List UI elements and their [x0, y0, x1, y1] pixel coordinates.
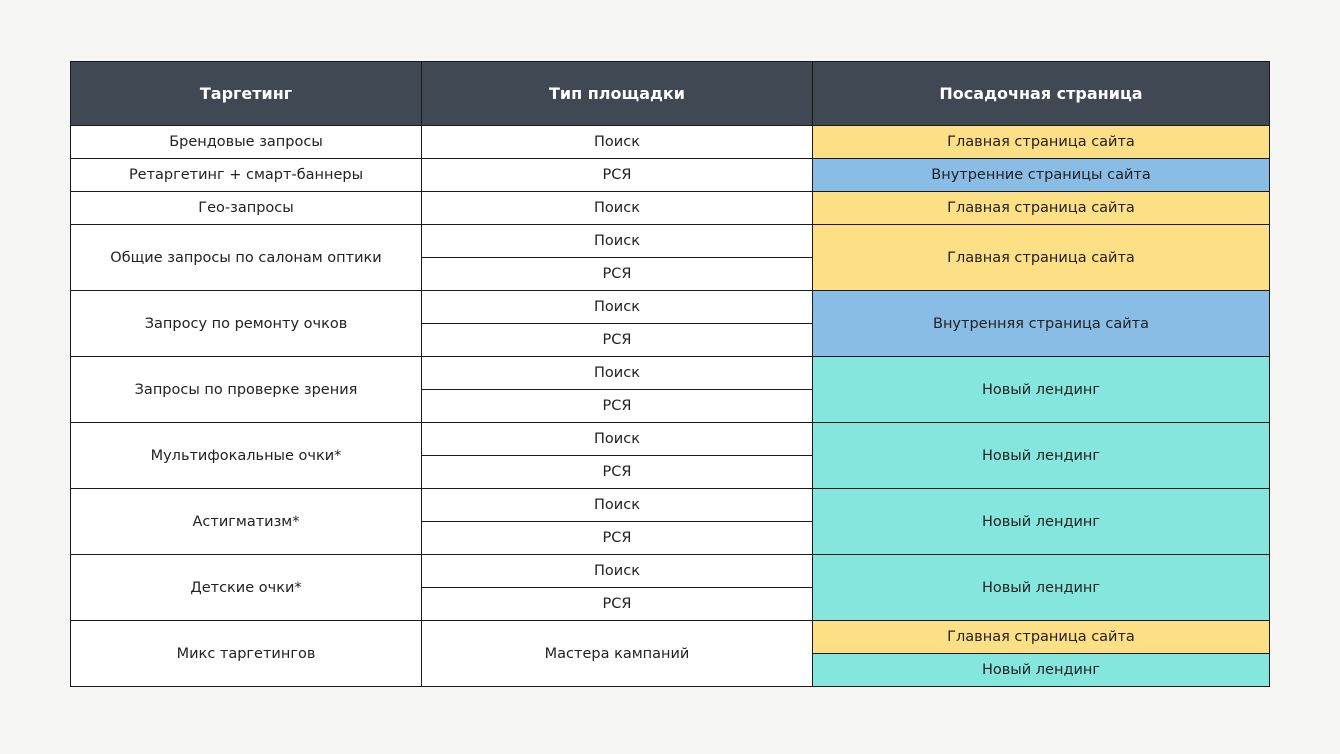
- table-row: Мультифокальные очки* Поиск Новый лендинг: [70, 422, 1270, 489]
- table-row: РСЯ: [71, 257, 1270, 291]
- targeting-cell: Ретаргетинг + смарт-баннеры: [70, 158, 422, 192]
- platform-cell: Поиск: [421, 554, 813, 588]
- header-row: Таргетинг Тип площадки Посадочная страни…: [70, 61, 1270, 126]
- platform-cell: РСЯ: [421, 257, 813, 291]
- landing-cell: Новый лендинг: [812, 422, 1270, 489]
- landing-cell: Главная страница сайта: [812, 191, 1270, 225]
- landing-cell: Внутренняя страница сайта: [812, 290, 1270, 357]
- table-row: РСЯ: [71, 521, 1270, 555]
- table-row: Микс таргетингов Мастера кампаний Главная …: [70, 620, 1270, 687]
- targeting-cell: Запросу по ремонту очков: [70, 290, 422, 357]
- targeting-table: Таргетинг Тип площадки Посадочная страни…: [70, 61, 1270, 687]
- table-row: РСЯ: [71, 587, 1270, 621]
- targeting-cell: Общие запросы по салонам оптики: [70, 224, 422, 291]
- targeting-cell: Астигматизм*: [70, 488, 422, 555]
- table-row: Запросы по проверке зрения Поиск Новый лен…: [70, 356, 1270, 423]
- platform-cell: РСЯ: [421, 587, 813, 621]
- targeting-cell: Запросы по проверке зрения: [70, 356, 422, 423]
- targeting-cell: Микс таргетингов: [70, 620, 422, 687]
- platform-cell: Поиск: [421, 356, 813, 390]
- landing-cell: Главная страница сайта: [812, 620, 1270, 654]
- platform-cell: Поиск: [421, 191, 813, 225]
- table-row: Ретаргетинг + смарт-баннеры РСЯ Внутренние…: [70, 158, 1270, 192]
- platform-cell: Поиск: [421, 488, 813, 522]
- landing-cell: Новый лендинг: [812, 356, 1270, 423]
- landing-cell: Новый лендинг: [812, 554, 1270, 621]
- platform-cell: Мастера кампаний: [421, 620, 813, 687]
- landing-cell: Внутренние страницы сайта: [812, 158, 1270, 192]
- table-row: РСЯ: [71, 455, 1270, 489]
- platform-cell: РСЯ: [421, 158, 813, 192]
- platform-cell: Поиск: [421, 422, 813, 456]
- table-row: Новый лендинг: [71, 653, 1270, 687]
- platform-cell: Поиск: [421, 125, 813, 159]
- table-row: Детские очки* Поиск Новый лендинг: [70, 554, 1270, 621]
- targeting-cell: Брендовые запросы: [70, 125, 422, 159]
- targeting-cell: Гео-запросы: [70, 191, 422, 225]
- table-row: Астигматизм* Поиск Новый лендинг: [70, 488, 1270, 555]
- landing-cell: Новый лендинг: [812, 488, 1270, 555]
- landing-cell: Главная страница сайта: [812, 224, 1270, 291]
- platform-cell: РСЯ: [421, 455, 813, 489]
- header-cell: Посадочная страница: [812, 61, 1270, 126]
- table-row: Общие запросы по салонам оптики Поиск Глав…: [70, 224, 1270, 291]
- table-row: Запросу по ремонту очков Поиск Внутренняя …: [70, 290, 1270, 357]
- platform-cell: Поиск: [421, 290, 813, 324]
- landing-cell: Главная страница сайта: [812, 125, 1270, 159]
- landing-cell: Новый лендинг: [812, 653, 1270, 687]
- header-cell: Таргетинг: [70, 61, 422, 126]
- targeting-cell: Мультифокальные очки*: [70, 422, 422, 489]
- platform-cell: РСЯ: [421, 521, 813, 555]
- header-cell: Тип площадки: [421, 61, 813, 126]
- targeting-cell: Детские очки*: [70, 554, 422, 621]
- table-row: Брендовые запросы Поиск Главная страница с…: [70, 125, 1270, 159]
- platform-cell: Поиск: [421, 224, 813, 258]
- platform-cell: РСЯ: [421, 389, 813, 423]
- platform-cell: РСЯ: [421, 323, 813, 357]
- table-row: Гео-запросы Поиск Главная страница сайта: [70, 191, 1270, 225]
